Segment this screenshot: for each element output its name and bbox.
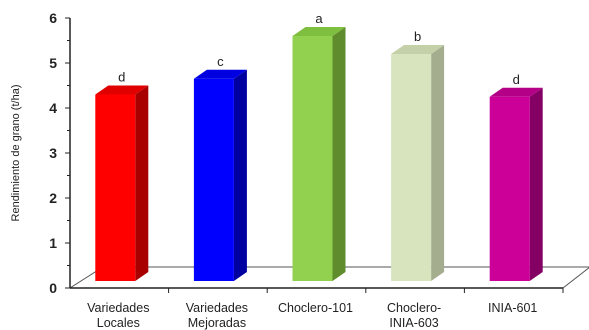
y-tick-label: 2	[49, 190, 57, 206]
bar	[193, 69, 247, 281]
bar-top	[193, 69, 247, 79]
x-tick-label: Choclero-	[387, 301, 441, 315]
data-label: a	[315, 11, 323, 26]
bar-front	[95, 94, 136, 281]
x-tick-label: Choclero-101	[278, 301, 353, 315]
bar	[391, 45, 445, 281]
bar-side	[529, 87, 543, 281]
bar-front	[292, 36, 333, 281]
x-tick-label: Variedades	[186, 301, 248, 315]
y-tick-label: 6	[49, 10, 57, 26]
x-tick-label: Mejoradas	[188, 316, 246, 330]
x-tick-label: Variedades	[87, 301, 149, 315]
y-tick-labels: 0 1 2 3 4 5 6	[49, 10, 57, 296]
bar	[95, 85, 149, 281]
bar-side	[431, 45, 445, 281]
x-tick-labels: VariedadesLocalesVariedadesMejoradasChoc…	[87, 301, 537, 330]
bar	[489, 87, 543, 281]
bar	[292, 27, 346, 281]
y-ticks	[65, 17, 70, 289]
y-tick-label: 0	[49, 280, 57, 296]
data-label: d	[118, 70, 125, 85]
x-tick-label: INIA-601	[488, 301, 537, 315]
x-tick-label: INIA-603	[389, 316, 438, 330]
bars	[95, 27, 543, 281]
x-tick-label: Locales	[97, 316, 140, 330]
y-tick-label: 4	[49, 100, 57, 116]
y-tick-label: 1	[49, 235, 57, 251]
data-label: d	[513, 72, 520, 87]
data-label: b	[414, 29, 421, 44]
y-tick-label: 3	[49, 145, 57, 161]
y-tick-label: 5	[49, 55, 57, 71]
bar-front	[193, 78, 234, 281]
data-labels: d c a b d	[118, 11, 520, 87]
bar-side	[233, 69, 247, 281]
bar-top	[95, 85, 149, 95]
bar-side	[135, 85, 149, 281]
x-ticks	[168, 288, 564, 293]
bar-side	[332, 27, 346, 281]
bar-top	[391, 45, 445, 54]
data-label: c	[217, 54, 224, 69]
bar-top	[489, 87, 543, 97]
bar-front	[391, 54, 432, 281]
bar-front	[489, 96, 530, 281]
bar-top	[292, 27, 346, 36]
y-axis-title: Rendimiento de grano (t/ha)	[10, 85, 22, 222]
